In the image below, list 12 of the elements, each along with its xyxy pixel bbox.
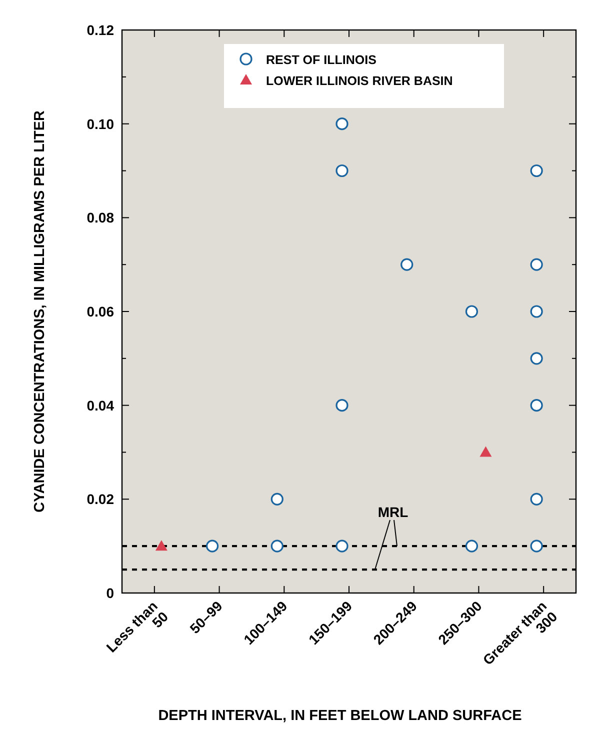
legend-label: LOWER ILLINOIS RIVER BASIN <box>266 74 453 88</box>
y-tick-label: 0.08 <box>86 210 114 226</box>
y-tick-label: 0.02 <box>86 491 114 508</box>
y-tick-label: 0.12 <box>86 22 114 38</box>
y-tick-label: 0.06 <box>86 304 114 320</box>
y-tick-label: 0.10 <box>86 116 114 132</box>
y-tick-label: 0.04 <box>86 397 114 414</box>
y-tick-label: 0 <box>106 585 114 601</box>
ref-line-label: MRL <box>378 504 409 520</box>
x-axis-title: DEPTH INTERVAL, IN FEET BELOW LAND SURFACE <box>158 708 522 724</box>
legend-label: REST OF ILLINOIS <box>266 53 376 67</box>
y-axis-title: CYANIDE CONCENTRATIONS, IN MILLIGRAMS PER LITER <box>32 110 48 512</box>
